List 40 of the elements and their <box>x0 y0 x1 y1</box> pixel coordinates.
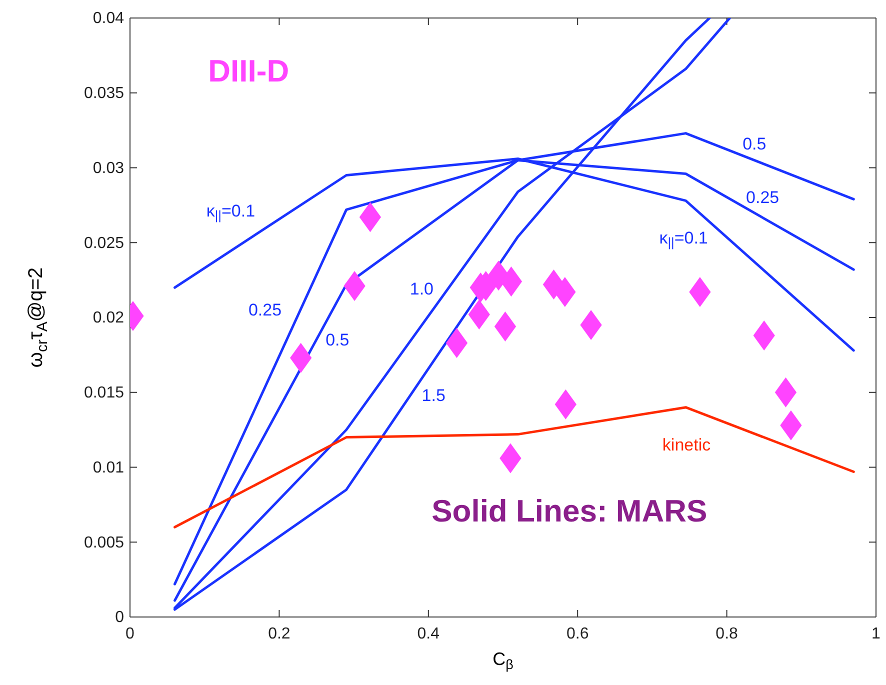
point <box>554 389 576 420</box>
y-tick-label: 0.04 <box>92 10 124 28</box>
point <box>689 277 711 308</box>
series-label: 0.25 <box>746 188 780 208</box>
series-label: κ$_{||}$=0.1 <box>659 229 708 250</box>
y-tick-label: 0.015 <box>84 384 124 402</box>
point <box>753 320 775 350</box>
point <box>780 410 802 440</box>
y-tick-label: 0 <box>115 609 124 626</box>
x-axis-title: C$_{β}$ <box>492 649 514 672</box>
y-tick-label: 0.025 <box>84 234 124 252</box>
x-tick-label: 0.2 <box>268 625 290 642</box>
point <box>500 443 522 474</box>
x-tick-label: 0.4 <box>417 625 440 642</box>
y-tick-label: 0.03 <box>92 160 124 177</box>
y-tick-label: 0.035 <box>84 84 124 102</box>
series-label: kinetic <box>662 436 712 455</box>
text: κ$_{||}$=0.1 <box>206 202 256 223</box>
text: 0.5 <box>326 330 350 350</box>
point <box>468 300 490 330</box>
point <box>359 202 382 232</box>
series-label: 1.5 <box>422 386 446 406</box>
point <box>344 271 366 302</box>
point <box>774 377 797 408</box>
point <box>494 311 516 342</box>
x-tick-label: 1 <box>872 625 881 642</box>
series-label: 0.5 <box>742 134 766 154</box>
text: DIII-D <box>208 54 290 89</box>
x-tick-label: 0.8 <box>716 625 738 642</box>
point <box>446 328 468 358</box>
text: 0.25 <box>248 300 282 320</box>
y-tick-label: 0.01 <box>92 459 124 476</box>
y-tick-label: 0.005 <box>84 534 124 552</box>
line-series <box>174 406 855 528</box>
point <box>290 342 312 373</box>
y-tick-label: 0.02 <box>92 310 124 327</box>
series-label: 1.0 <box>410 280 434 300</box>
text: Solid Lines: MARS <box>432 494 708 529</box>
x-tick-label: 0.6 <box>566 625 589 642</box>
point <box>580 310 602 340</box>
